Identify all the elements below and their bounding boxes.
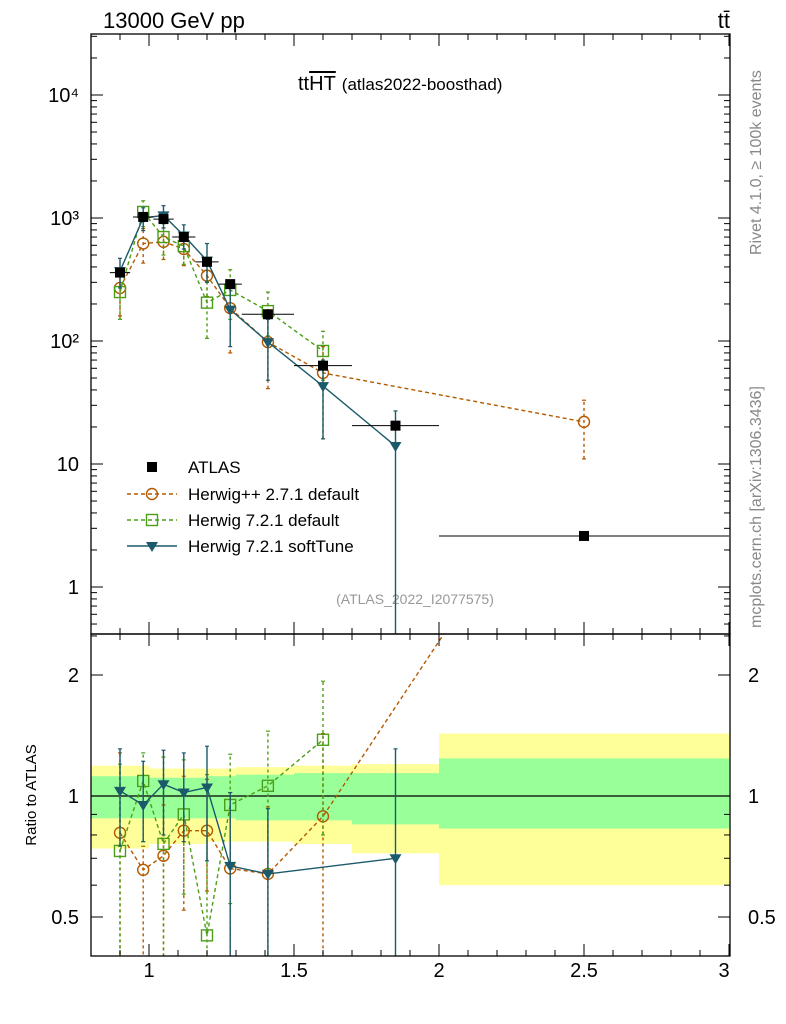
- header-right: tt̄: [718, 8, 730, 33]
- main-atlas-point: [202, 256, 212, 267]
- main-herwigpp-line: [119, 241, 585, 423]
- main-atlas-point: [225, 279, 236, 290]
- main-ytick-label: 10⁴: [48, 85, 79, 107]
- main-title-suffix: (atlas2022-boosthad): [342, 75, 503, 94]
- legend-marker-herwigpp: [145, 487, 159, 501]
- main-herwig7-point: [200, 296, 214, 309]
- main-atlas-point: [115, 267, 125, 278]
- xtick-label: 2: [433, 960, 444, 982]
- ratio-softtune-point: [201, 783, 213, 794]
- legend-label-herwigpp: Herwig++ 2.7.1 default: [188, 485, 359, 504]
- ratio-herwig7-point: [157, 837, 170, 851]
- header-left: 13000 GeV pp: [103, 8, 245, 33]
- ratio-softtune-point: [137, 800, 150, 811]
- ratio-band-stat: [236, 774, 294, 821]
- legend-marker-atlas: [147, 462, 157, 472]
- ratio-herwig7-line: [119, 739, 324, 936]
- xtick-label: 2.5: [570, 960, 598, 982]
- ratio-herwigpp-point: [157, 849, 170, 862]
- main-softtune-line: [119, 214, 396, 447]
- main-softtune-point: [389, 442, 402, 453]
- ratio-ytick-label-right: 1: [748, 786, 759, 808]
- main-title-overline: HT: [309, 73, 336, 95]
- legend-label-atlas: ATLAS: [188, 458, 241, 477]
- ratio-ytick-label: 1: [68, 786, 79, 808]
- ratio-ytick-label: 2: [68, 665, 79, 687]
- ratio-herwig7-point: [316, 733, 330, 746]
- ratio-herwigpp-point: [136, 863, 150, 877]
- ratio-herwigpp-line: [119, 634, 445, 875]
- main-atlas-point: [158, 214, 169, 225]
- xtick-label: 1.5: [280, 960, 308, 982]
- main-atlas-point: [262, 309, 273, 320]
- ratio-ytick-label-right: 2: [748, 665, 759, 687]
- ratio-ytick-label-right: 0.5: [748, 907, 776, 929]
- ratio-herwig7-point: [200, 929, 214, 942]
- main-softtune-point: [317, 382, 329, 393]
- main-atlas-point: [579, 530, 589, 541]
- legend-label-herwig7: Herwig 7.2.1 default: [188, 511, 339, 530]
- rivet-label: Rivet 4.1.0, ≥ 100k events: [748, 70, 765, 255]
- ratio-ylabel: Ratio to ATLAS: [23, 744, 40, 845]
- main-softtune-point: [224, 305, 237, 316]
- ratio-band-stat: [439, 758, 729, 829]
- ratio-herwig7-point: [261, 779, 275, 793]
- main-ytick-label: 10: [57, 454, 79, 476]
- xtick-label: 1: [143, 960, 154, 982]
- legend-label-softtune: Herwig 7.2.1 softTune: [188, 537, 354, 556]
- main-ytick-label: 10³: [50, 208, 79, 230]
- ratio-band-stat: [120, 776, 149, 819]
- main-atlas-point: [178, 232, 189, 243]
- mcplots-label: mcplots.cern.ch [arXiv:1306.3436]: [748, 386, 765, 628]
- ratio-band-stat: [91, 776, 120, 819]
- ratio-softtune-point: [389, 854, 402, 865]
- ratio-band-stat: [207, 776, 236, 819]
- ratio-softtune-point: [261, 869, 274, 880]
- main-herwigpp-point: [577, 415, 591, 429]
- main-title: ttHT (atlas2022-boosthad): [298, 73, 502, 95]
- ratio-softtune-point: [224, 861, 237, 872]
- ratio-softtune-point: [177, 788, 190, 799]
- main-herwig7-point: [316, 344, 330, 358]
- ratio-ytick-label: 0.5: [51, 907, 79, 929]
- main-ytick-label: 10²: [50, 331, 79, 353]
- main-ytick-label: 1: [68, 577, 79, 599]
- ratio-softtune-point: [157, 780, 170, 791]
- main-atlas-point: [390, 420, 401, 431]
- ratio-softtune-point: [114, 786, 126, 797]
- legend-marker-softtune: [146, 542, 158, 552]
- main-title-prefix: tt: [298, 73, 310, 95]
- main-softtune-point: [261, 338, 274, 349]
- xtick-label: 3: [718, 960, 729, 982]
- main-herwig7-line: [119, 210, 324, 352]
- watermark-label: (ATLAS_2022_I2077575): [336, 591, 494, 607]
- main-herwigpp-point: [136, 237, 150, 250]
- main-frame: [90, 33, 731, 635]
- main-atlas-point: [138, 211, 149, 222]
- legend-marker-herwig7: [145, 513, 159, 527]
- main-atlas-point: [318, 360, 328, 371]
- main-herwig7-point: [157, 230, 170, 244]
